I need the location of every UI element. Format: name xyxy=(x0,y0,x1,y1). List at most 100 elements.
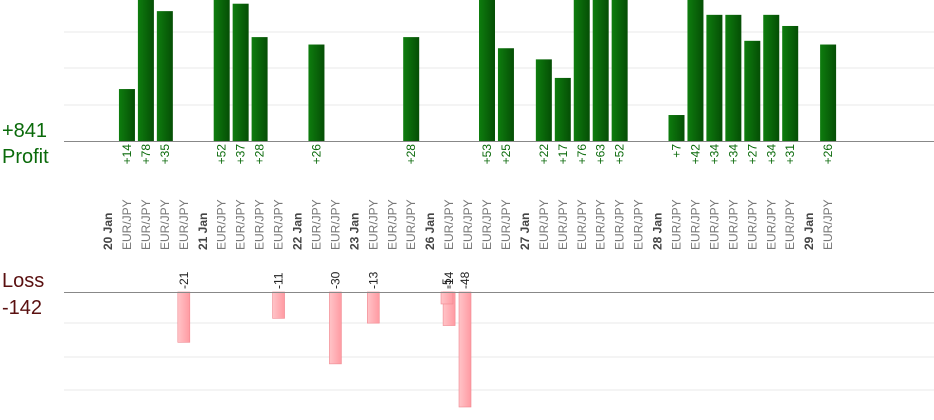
date-label: 21 Jan xyxy=(196,213,210,250)
pair-label: EUR/JPY xyxy=(480,199,494,250)
profit-value-label: +63 xyxy=(594,144,608,165)
date-label: 26 Jan xyxy=(423,213,437,250)
profit-bar xyxy=(308,44,325,141)
profit-value-label: +27 xyxy=(745,144,759,165)
profit-value-label: +31 xyxy=(783,144,797,165)
pair-label: EUR/JPY xyxy=(234,199,248,250)
loss-value-label: -13 xyxy=(366,271,380,289)
loss-label: Loss xyxy=(2,270,44,292)
pair-label: EUR/JPY xyxy=(272,199,286,250)
profit-value-label: +76 xyxy=(575,144,589,165)
pair-label: EUR/JPY xyxy=(556,199,570,250)
pair-label: EUR/JPY xyxy=(309,199,323,250)
pair-label: EUR/JPY xyxy=(499,199,513,250)
profit-bars xyxy=(118,0,837,142)
profit-value-label: +34 xyxy=(707,144,721,165)
loss-bar xyxy=(366,291,380,324)
profit-bar xyxy=(573,0,590,141)
pair-label: EUR/JPY xyxy=(158,199,172,250)
pair-label: EUR/JPY xyxy=(442,199,456,250)
profit-value-label: +34 xyxy=(764,144,778,165)
profit-value-label: +53 xyxy=(480,144,494,165)
date-label: 20 Jan xyxy=(101,213,115,250)
pair-label: EUR/JPY xyxy=(177,199,191,250)
loss-value-label: -48 xyxy=(458,271,472,289)
profit-bar xyxy=(497,48,514,141)
pair-label: EUR/JPY xyxy=(783,199,797,250)
pair-label: EUR/JPY xyxy=(537,199,551,250)
pair-label: EUR/JPY xyxy=(707,199,721,250)
loss-bar xyxy=(272,291,285,319)
profit-value-label: +52 xyxy=(613,144,627,165)
profit-value-label: +28 xyxy=(404,144,418,165)
loss-total: -142 xyxy=(2,297,42,319)
loss-value-label: -30 xyxy=(328,271,342,289)
loss-bar xyxy=(440,291,454,305)
profit-bar xyxy=(706,14,723,142)
pair-label: EUR/JPY xyxy=(139,199,153,250)
profit-value-label: +37 xyxy=(234,144,248,165)
pair-label: EUR/JPY xyxy=(594,199,608,250)
pair-label: EUR/JPY xyxy=(404,199,418,250)
loss-bars xyxy=(177,291,472,408)
pair-label: EUR/JPY xyxy=(328,199,342,250)
profit-bar xyxy=(554,77,571,141)
profit-value-label: +25 xyxy=(499,144,513,165)
pair-label: EUR/JPY xyxy=(764,199,778,250)
pair-label: EUR/JPY xyxy=(632,199,646,250)
profit-value-label: +17 xyxy=(556,144,570,165)
profit-value-label: +14 xyxy=(120,144,134,165)
pair-label: EUR/JPY xyxy=(726,199,740,250)
profit-bar xyxy=(744,40,761,141)
profit-bar xyxy=(725,14,742,142)
profit-total: +841 xyxy=(2,120,47,142)
profit-bar xyxy=(251,37,268,141)
pair-label: EUR/JPY xyxy=(670,199,684,250)
pair-label: EUR/JPY xyxy=(745,199,759,250)
profit-bar xyxy=(782,25,799,141)
profit-value-label: +78 xyxy=(139,144,153,165)
profit-value-label: +28 xyxy=(253,144,267,165)
profit-bar xyxy=(535,59,552,141)
profit-value-label: +26 xyxy=(309,144,323,165)
loss-bar xyxy=(177,291,191,343)
pair-label: EUR/JPY xyxy=(385,199,399,250)
profit-value-label: +42 xyxy=(688,144,702,165)
loss-value-label: -5 xyxy=(440,278,454,289)
date-label: 29 Jan xyxy=(802,213,816,250)
profit-bar xyxy=(156,11,173,142)
profit-value-label: +34 xyxy=(726,144,740,165)
profit-value-label: +26 xyxy=(821,144,835,165)
profit-bar xyxy=(118,89,135,141)
loss-value-label: -21 xyxy=(177,271,191,289)
date-label: 22 Jan xyxy=(291,213,305,250)
loss-value-label: -11 xyxy=(272,272,286,289)
category-labels: 20 Jan EUR/JPY EUR/JPY EUR/JPY EUR/JPY 21 Jan… xyxy=(101,199,835,250)
profit-value-label: +22 xyxy=(537,144,551,165)
pair-label: EUR/JPY xyxy=(366,199,380,250)
date-label: 23 Jan xyxy=(347,213,361,250)
profit-bar xyxy=(137,0,154,141)
pair-label: EUR/JPY xyxy=(613,199,627,250)
profit-bar xyxy=(403,37,420,141)
loss-value-label: -14 xyxy=(442,271,456,289)
profit-bar xyxy=(763,14,780,142)
profit-bar xyxy=(479,0,495,141)
pair-label: EUR/JPY xyxy=(215,199,229,250)
profit-bar xyxy=(668,115,685,141)
pair-label: EUR/JPY xyxy=(688,199,702,250)
profit-value-label: +35 xyxy=(158,144,172,165)
loss-bar xyxy=(329,291,342,365)
profit-bar xyxy=(687,0,704,141)
profit-bar xyxy=(820,44,837,141)
profit-bar xyxy=(232,3,249,142)
profit-value-label: +52 xyxy=(215,144,229,165)
pair-label: EUR/JPY xyxy=(120,199,134,250)
profit-bar xyxy=(213,0,230,141)
date-label: 27 Jan xyxy=(518,213,532,250)
loss-bar xyxy=(458,291,472,408)
value-labels: +14 +78 +35 +52 +37 +28 +26 +28 +53 +25 +22 +17 +76 +… xyxy=(120,144,835,289)
pair-label: EUR/JPY xyxy=(253,199,267,250)
date-label: 28 Jan xyxy=(651,213,665,250)
pair-label: EUR/JPY xyxy=(575,199,589,250)
